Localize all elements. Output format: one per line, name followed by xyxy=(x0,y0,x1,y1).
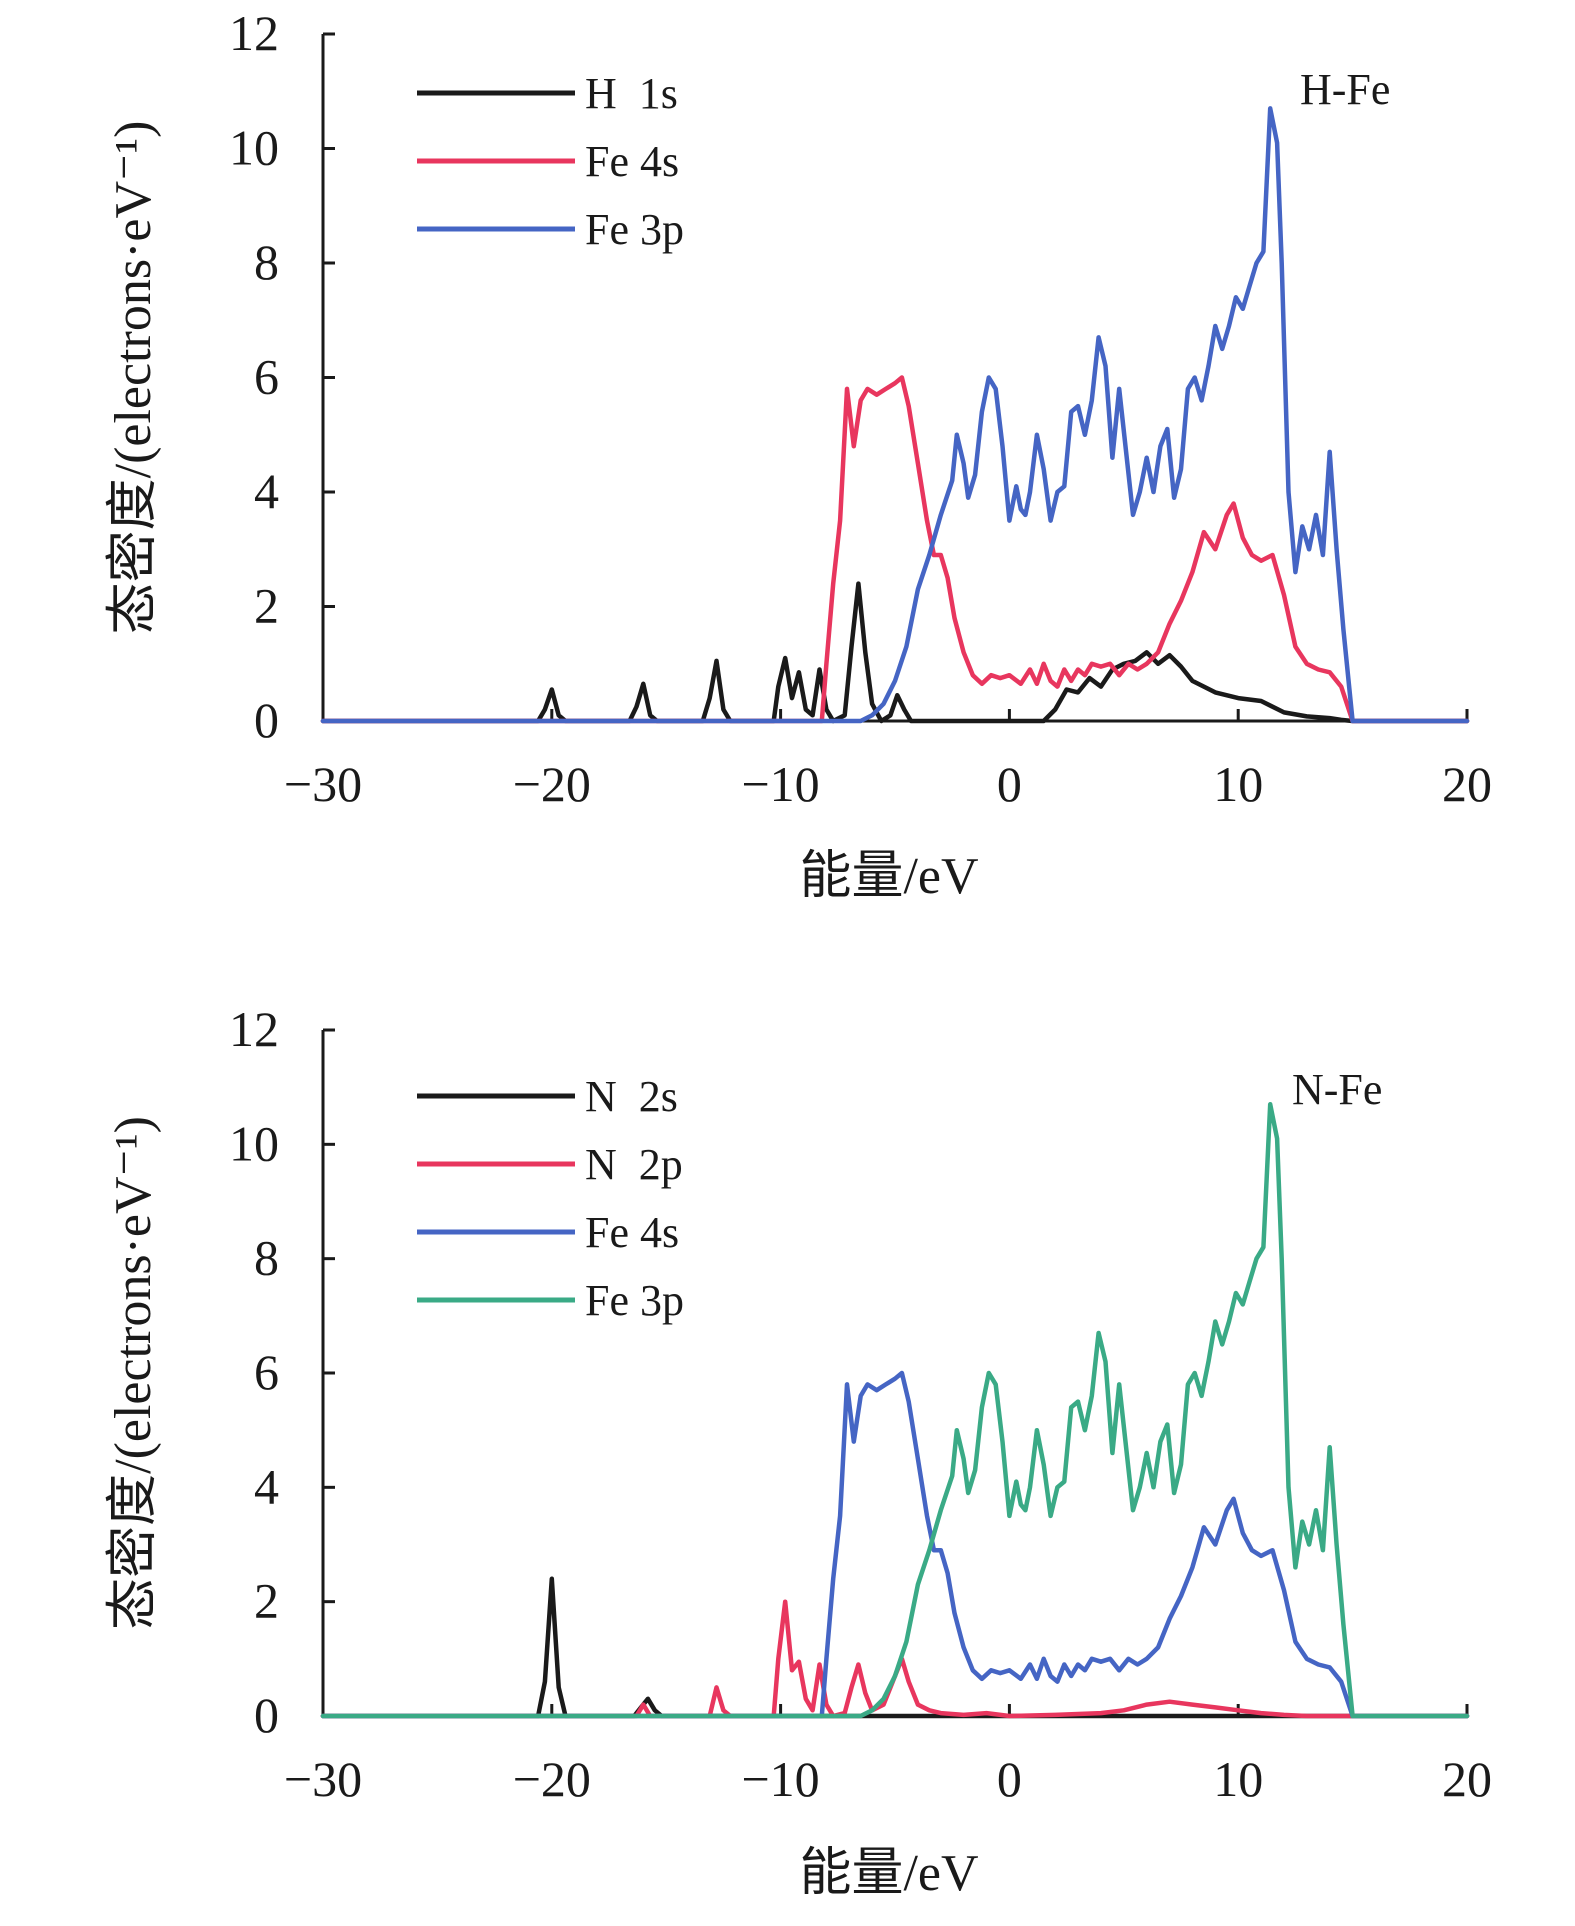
x-tick-label: 0 xyxy=(997,756,1022,812)
legend-label: N 2p xyxy=(585,1140,683,1189)
legend-label: Fe 3p xyxy=(585,205,684,254)
legend-label: N 2s xyxy=(585,1072,678,1121)
x-tick-label: 0 xyxy=(997,1751,1022,1807)
series-line-fe-4s xyxy=(320,1370,1470,1719)
x-tick-label: 20 xyxy=(1442,1751,1492,1807)
x-tick-label: −20 xyxy=(513,756,591,812)
y-tick-label: 2 xyxy=(254,1573,279,1629)
series-line-fe-3p xyxy=(320,106,1470,724)
y-tick-label: 4 xyxy=(254,463,279,519)
series-line-n-2s xyxy=(320,1576,1470,1719)
y-axis-title: 态密度/(electrons·eV⁻¹) xyxy=(105,121,162,635)
legend-label: Fe 4s xyxy=(585,1208,679,1257)
x-tick-label: −30 xyxy=(284,756,362,812)
legend-label: H 1s xyxy=(585,69,678,118)
panel-annotation: H-Fe xyxy=(1300,65,1390,114)
y-tick-label: 10 xyxy=(229,1115,279,1171)
x-tick-label: 10 xyxy=(1213,756,1263,812)
panel-annotation: N-Fe xyxy=(1292,1065,1382,1114)
x-tick-label: −10 xyxy=(741,756,819,812)
x-tick-label: −10 xyxy=(741,1751,819,1807)
x-tick-label: 10 xyxy=(1213,1751,1263,1807)
x-tick-label: −20 xyxy=(513,1751,591,1807)
x-axis-title: 能量/eV xyxy=(799,848,978,905)
y-tick-label: 2 xyxy=(254,578,279,634)
series-line-h-1s xyxy=(320,581,1470,724)
series-line-fe-4s xyxy=(320,375,1470,724)
y-tick-label: 0 xyxy=(254,692,279,748)
x-tick-label: −30 xyxy=(284,1751,362,1807)
x-tick-label: 20 xyxy=(1442,756,1492,812)
legend-label: Fe 3p xyxy=(585,1276,684,1325)
h-fe-dos-panel: 0 2 4 6 8 10 12 −30 −20 −10 0 10 20 能量/eV 态密度/(electro… xyxy=(105,5,1492,905)
series-line-n-2p xyxy=(320,1599,1470,1719)
series-line-fe-3p xyxy=(320,1102,1470,1719)
y-axis-title: 态密度/(electrons·eV⁻¹) xyxy=(105,1116,162,1630)
x-axis-title: 能量/eV xyxy=(799,1845,978,1902)
y-tick-label: 6 xyxy=(254,349,279,405)
legend-label: Fe 4s xyxy=(585,137,679,186)
y-tick-label: 8 xyxy=(254,234,279,290)
y-tick-label: 0 xyxy=(254,1687,279,1743)
y-tick-label: 10 xyxy=(229,120,279,176)
n-fe-dos-panel: 0 2 4 6 8 10 12 −30 −20 −10 0 10 20 能量/eV 态密度/(electro… xyxy=(105,1001,1492,1902)
y-tick-label: 6 xyxy=(254,1344,279,1400)
y-tick-label: 12 xyxy=(229,5,279,61)
y-tick-label: 4 xyxy=(254,1458,279,1514)
y-tick-label: 12 xyxy=(229,1001,279,1057)
y-tick-label: 8 xyxy=(254,1230,279,1286)
